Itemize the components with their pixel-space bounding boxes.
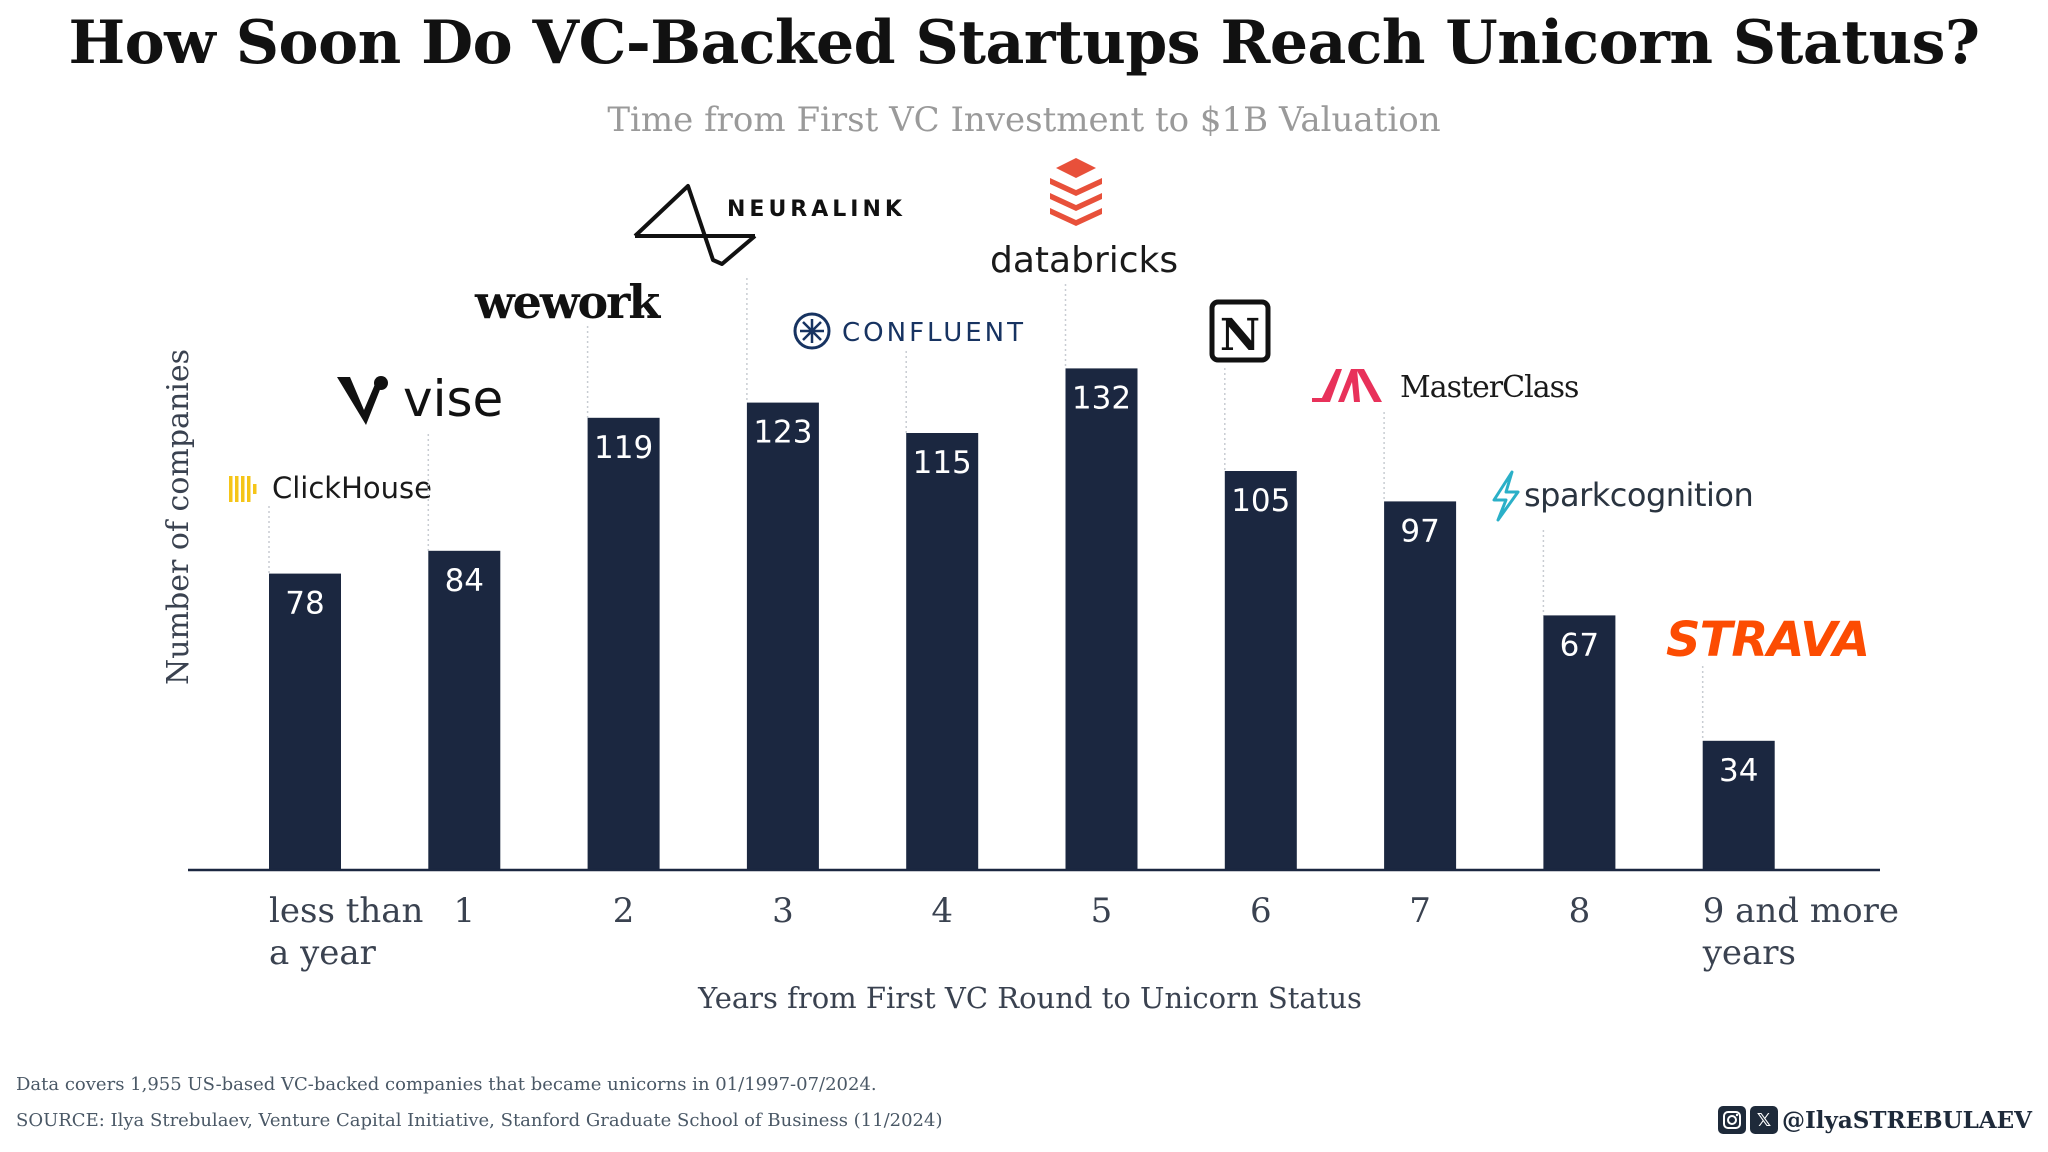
vise-logo: vise — [337, 370, 503, 428]
x-tick-label: less than a year — [269, 891, 423, 973]
wework-logo-text: wework — [474, 275, 661, 329]
x-axis-label: Years from First VC Round to Unicorn Sta… — [697, 981, 1362, 1015]
bar — [1065, 368, 1138, 870]
bar-value-labels: 78 84 119 123 115 132 105 97 67 34 — [285, 380, 1758, 788]
bar — [1224, 471, 1297, 870]
notion-logo-text: N — [1220, 310, 1260, 361]
bar — [906, 433, 979, 870]
bar-value-label: 123 — [753, 415, 812, 451]
chart-subtitle: Time from First VC Investment to $1B Val… — [607, 100, 1441, 140]
sparkcognition-logo-text: sparkcognition — [1524, 476, 1753, 514]
bar — [269, 573, 341, 870]
x-tick-label: 1 — [453, 891, 475, 931]
x-tick-label: 8 — [1569, 891, 1591, 931]
confluent-logo: CONFLUENT — [793, 312, 1026, 350]
bar-value-label: 97 — [1400, 513, 1439, 549]
x-tick-label: 5 — [1091, 891, 1113, 931]
x-icon: 𝕏 — [1749, 1106, 1778, 1134]
masterclass-logo-text: MasterClass — [1400, 370, 1578, 405]
x-tick-label: 6 — [1250, 891, 1272, 931]
instagram-icon — [1717, 1106, 1746, 1134]
bar — [428, 550, 501, 870]
masterclass-logo: MasterClass — [1312, 369, 1579, 405]
chart-title: How Soon Do VC-Backed Startups Reach Uni… — [68, 8, 1980, 78]
confluent-logo-text: CONFLUENT — [842, 318, 1026, 348]
bar-value-label: 132 — [1072, 380, 1131, 416]
neuralink-logo-text: NEURALINK — [727, 197, 906, 222]
wework-logo: wework — [474, 275, 663, 329]
bar — [1702, 740, 1775, 870]
strava-logo: STRAVA — [1666, 612, 1870, 668]
clickhouse-logo-text: ClickHouse — [272, 471, 432, 505]
sparkcognition-logo: sparkcognition — [1492, 470, 1754, 522]
strava-logo-text: STRAVA — [1666, 612, 1869, 668]
bars — [269, 368, 1775, 870]
bar — [1384, 501, 1457, 870]
databricks-logo-text: databricks — [990, 240, 1178, 281]
bar-value-label: 34 — [1719, 753, 1758, 789]
data-coverage-note: Data covers 1,955 US-based VC-backed com… — [16, 1074, 877, 1095]
social-handle-text: @IlyaSTREBULAEV — [1781, 1106, 2032, 1134]
x-tick-label: 2 — [613, 891, 635, 931]
bar-value-label: 78 — [285, 586, 324, 622]
bar — [587, 417, 660, 870]
x-tick-label: 4 — [931, 891, 953, 931]
social-handle: 𝕏 @IlyaSTREBULAEV — [1717, 1104, 2032, 1136]
bar-value-label: 115 — [913, 445, 972, 481]
neuralink-logo: NEURALINK — [633, 184, 906, 266]
bar-value-label: 67 — [1560, 627, 1599, 663]
clickhouse-logo: ClickHouse — [229, 471, 432, 505]
bar — [746, 402, 819, 870]
bar-value-label: 84 — [445, 563, 484, 599]
vise-logo-text: vise — [403, 370, 503, 428]
x-tick-label: 3 — [772, 891, 794, 931]
x-tick-label: 7 — [1409, 891, 1431, 931]
x-tick-labels: less than a year 1 2 3 4 5 6 7 8 9 and more years — [269, 891, 1899, 973]
x-tick-label: 9 and more years — [1702, 891, 1899, 973]
bar-value-label: 105 — [1231, 483, 1290, 519]
databricks-logo: databricks — [990, 158, 1178, 281]
notion-logo: N — [1209, 299, 1271, 363]
logo-leader-lines — [268, 278, 1704, 741]
bar-value-label: 119 — [594, 430, 653, 466]
source-note: SOURCE: Ilya Strebulaev, Venture Capital… — [16, 1110, 943, 1131]
company-logos: ClickHouse vise wework NEURALINK CONFLUE… — [229, 158, 1870, 668]
bar-chart: ClickHouse vise wework NEURALINK CONFLUE… — [161, 158, 1899, 1015]
y-axis-label: Number of companies — [161, 349, 196, 685]
bar — [1543, 615, 1616, 870]
